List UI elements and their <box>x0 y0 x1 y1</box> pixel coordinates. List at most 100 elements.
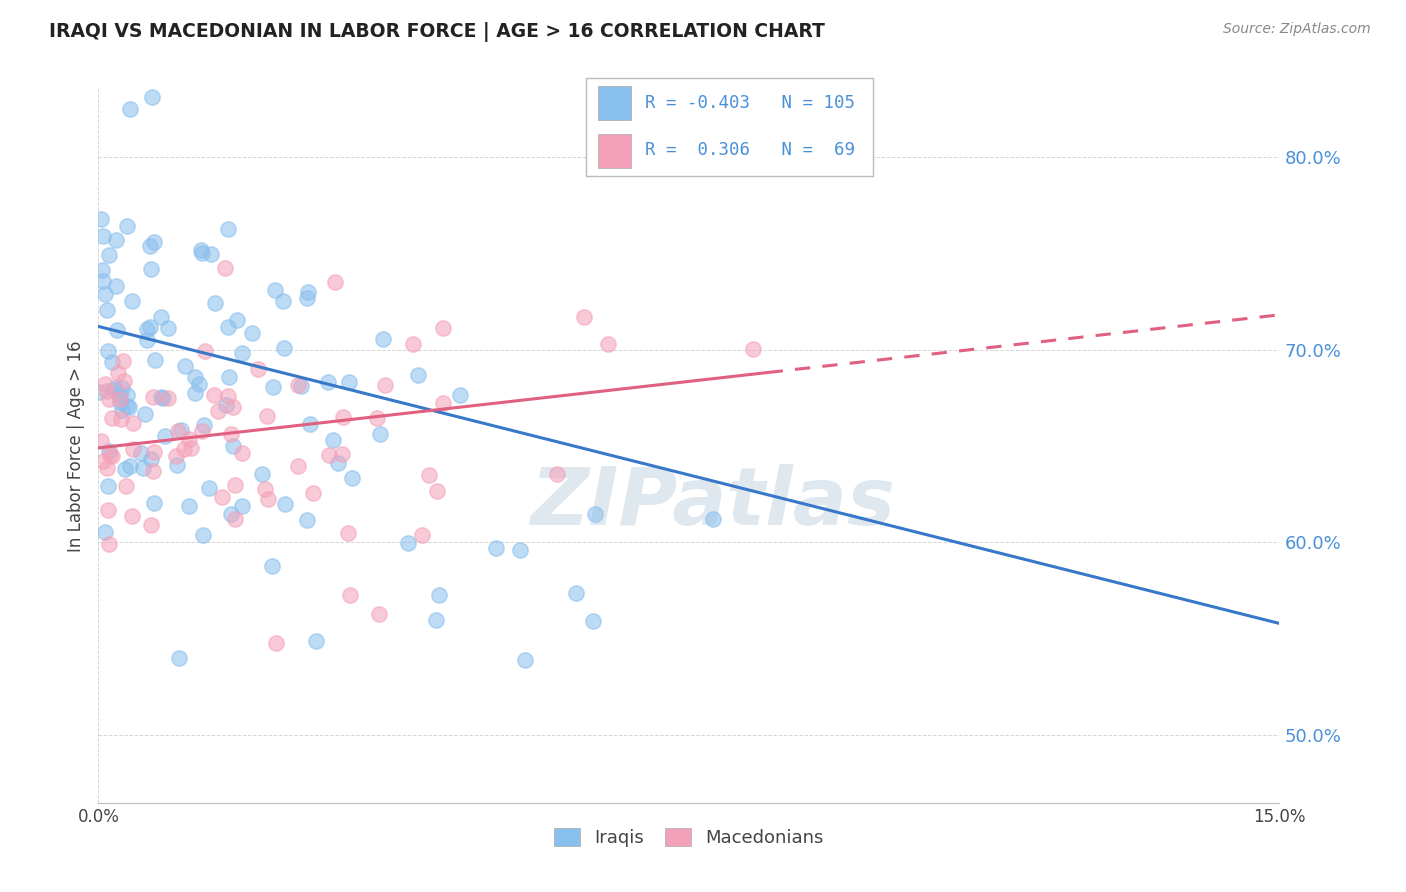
Point <box>222 400 245 414</box>
Point <box>96 302 118 317</box>
Point <box>194 344 217 359</box>
Point <box>432 396 454 410</box>
Point <box>225 313 247 327</box>
Point <box>322 433 344 447</box>
Point <box>98 536 121 550</box>
Point <box>198 481 221 495</box>
Point <box>165 449 187 463</box>
Point <box>240 326 263 340</box>
Point <box>273 341 295 355</box>
Point <box>287 459 309 474</box>
Point <box>107 366 129 380</box>
Point <box>98 392 121 407</box>
Point <box>104 382 127 396</box>
Point <box>93 377 115 392</box>
Point <box>257 491 280 506</box>
Point <box>169 423 191 437</box>
Text: Source: ZipAtlas.com: Source: ZipAtlas.com <box>1223 22 1371 37</box>
Text: IRAQI VS MACEDONIAN IN LABOR FORCE | AGE > 16 CORRELATION CHART: IRAQI VS MACEDONIAN IN LABOR FORCE | AGE… <box>49 22 825 42</box>
Point <box>110 412 132 426</box>
Point <box>108 395 131 409</box>
Point <box>418 468 440 483</box>
Point <box>98 443 121 458</box>
Point <box>193 417 215 432</box>
Point <box>513 653 536 667</box>
Point <box>367 607 389 621</box>
Point <box>177 499 200 513</box>
Point <box>114 462 136 476</box>
Point <box>204 295 226 310</box>
Point <box>136 322 159 336</box>
Point <box>219 508 242 522</box>
Point <box>339 588 361 602</box>
Point <box>598 337 620 351</box>
Point <box>250 467 273 482</box>
Point <box>97 344 120 359</box>
Point <box>141 90 163 104</box>
Point <box>583 507 606 521</box>
Point <box>565 585 588 599</box>
Point <box>202 388 225 402</box>
Point <box>145 353 167 368</box>
Point <box>91 453 114 467</box>
Point <box>332 410 354 425</box>
Point <box>167 651 190 665</box>
Point <box>110 392 132 407</box>
Point <box>101 449 124 463</box>
Text: ZIPatlas: ZIPatlas <box>530 464 896 542</box>
Point <box>231 500 253 514</box>
Point <box>366 411 388 425</box>
Point <box>193 528 215 542</box>
Point <box>411 528 433 542</box>
Point <box>111 403 134 417</box>
Point <box>396 536 419 550</box>
Point <box>231 446 253 460</box>
Point <box>214 398 236 412</box>
Point <box>139 518 162 533</box>
Text: R = -0.403   N = 105: R = -0.403 N = 105 <box>645 94 855 112</box>
Point <box>166 458 188 472</box>
Point <box>184 370 207 384</box>
Point <box>221 439 243 453</box>
Point <box>97 503 120 517</box>
Point <box>139 239 162 253</box>
Point <box>134 408 156 422</box>
Point <box>177 432 200 446</box>
Point <box>316 375 339 389</box>
Point <box>368 426 391 441</box>
Point <box>426 484 449 499</box>
Point <box>157 391 180 405</box>
Point <box>173 442 195 456</box>
Point <box>337 526 360 541</box>
Point <box>406 368 429 383</box>
Point <box>297 285 319 299</box>
Point <box>262 559 284 574</box>
Point <box>115 387 138 401</box>
Point <box>101 410 124 425</box>
Point <box>96 384 118 398</box>
Point <box>191 425 214 439</box>
Point <box>101 383 124 397</box>
Point <box>108 388 131 402</box>
Point <box>337 375 360 389</box>
Point <box>111 353 134 368</box>
Point <box>152 391 174 405</box>
Text: R =  0.306   N =  69: R = 0.306 N = 69 <box>645 141 855 159</box>
Point <box>217 320 239 334</box>
Point <box>374 378 396 392</box>
Point <box>139 320 162 334</box>
Legend: Iraqis, Macedonians: Iraqis, Macedonians <box>547 822 831 855</box>
Point <box>118 103 141 117</box>
Point <box>211 490 233 504</box>
Point <box>122 442 145 456</box>
Point <box>574 310 596 325</box>
Point <box>224 477 246 491</box>
Point <box>485 541 508 555</box>
Point <box>217 389 239 403</box>
Point <box>143 445 166 459</box>
Point <box>91 229 114 244</box>
Point <box>115 399 138 413</box>
Point <box>142 391 165 405</box>
Point <box>217 221 239 235</box>
Point <box>112 375 135 389</box>
